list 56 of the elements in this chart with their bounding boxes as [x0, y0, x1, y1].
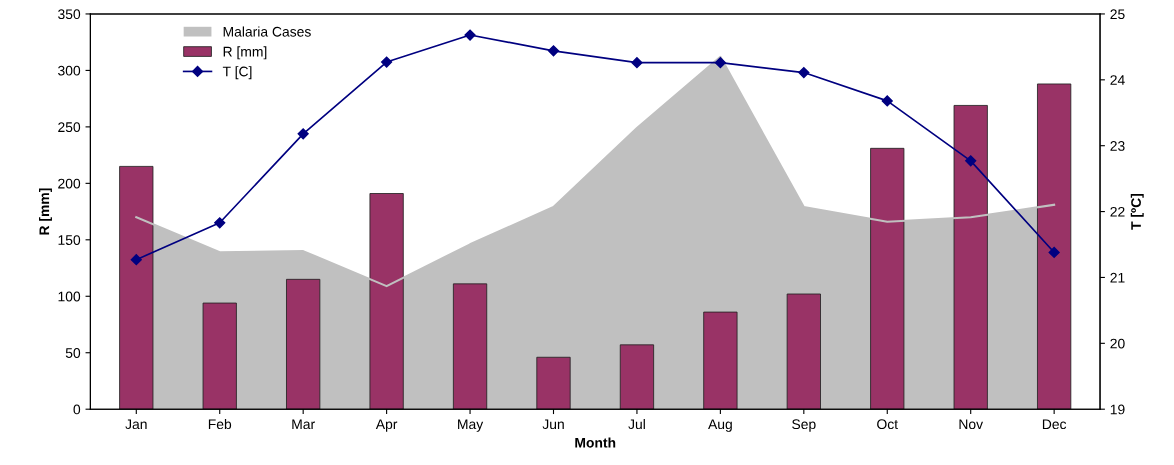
x-tick-label: Jun — [542, 419, 564, 430]
bar — [536, 356, 571, 410]
y-tick-label: 150 — [58, 235, 81, 245]
y-tick-label: 200 — [58, 178, 81, 189]
x-tick-label: Mar — [292, 419, 315, 430]
bar — [953, 105, 988, 410]
bar — [452, 283, 488, 410]
x-tick-label: May — [458, 419, 484, 432]
point — [297, 128, 309, 140]
bar — [703, 311, 738, 410]
point — [1048, 246, 1060, 259]
y2-tick-label: 20 — [1110, 338, 1125, 349]
y-axis-title: R [mm] — [39, 188, 52, 235]
y-tick-label: 0 — [73, 404, 81, 415]
legend-label: T [C] — [222, 66, 252, 80]
legend-label: R [mm] — [223, 46, 267, 60]
point — [130, 254, 142, 266]
bar — [369, 193, 404, 410]
x-axis-title: Month — [575, 437, 616, 448]
point — [214, 217, 226, 229]
legend-label: Malaria Cases — [223, 26, 311, 37]
point — [714, 57, 726, 69]
x-tick-label: Feb — [208, 418, 232, 430]
bar — [870, 147, 905, 410]
bar — [786, 293, 821, 410]
y2-tick-label: 25 — [1110, 9, 1125, 20]
x-tick-label: Jan — [125, 419, 147, 430]
point — [965, 155, 977, 167]
point — [381, 56, 393, 68]
bar — [119, 165, 154, 410]
y-tick-label: 250 — [58, 122, 81, 133]
x-tick-label: Oct — [877, 419, 898, 430]
x-tick-label: Jul — [628, 418, 645, 430]
x-tick-label: Nov — [959, 419, 984, 430]
point — [631, 57, 643, 69]
x-tick-label: Apr — [375, 419, 398, 432]
y-tick-label: 100 — [58, 291, 81, 302]
bar — [202, 302, 237, 410]
y-tick-label: 300 — [58, 65, 81, 76]
y2-tick-label: 23 — [1110, 141, 1125, 151]
y2-tick-label: 19 — [1110, 404, 1125, 415]
bar — [619, 344, 655, 410]
point — [547, 45, 560, 57]
bar — [1037, 83, 1072, 410]
y2-tick-label: 22 — [1110, 206, 1125, 217]
x-tick-label: Sep — [792, 419, 816, 432]
y2-tick-label: 24 — [1110, 75, 1125, 85]
y-tick-label: 350 — [58, 9, 81, 20]
y2-tick-label: 21 — [1110, 272, 1125, 283]
point — [798, 66, 810, 79]
bar — [286, 278, 321, 410]
y-tick-label: 50 — [65, 348, 81, 358]
point — [881, 95, 893, 107]
x-tick-label: Dec — [1042, 419, 1067, 430]
y2-axis-title: T [ºC] — [1130, 194, 1144, 230]
x-tick-label: Aug — [708, 419, 732, 432]
